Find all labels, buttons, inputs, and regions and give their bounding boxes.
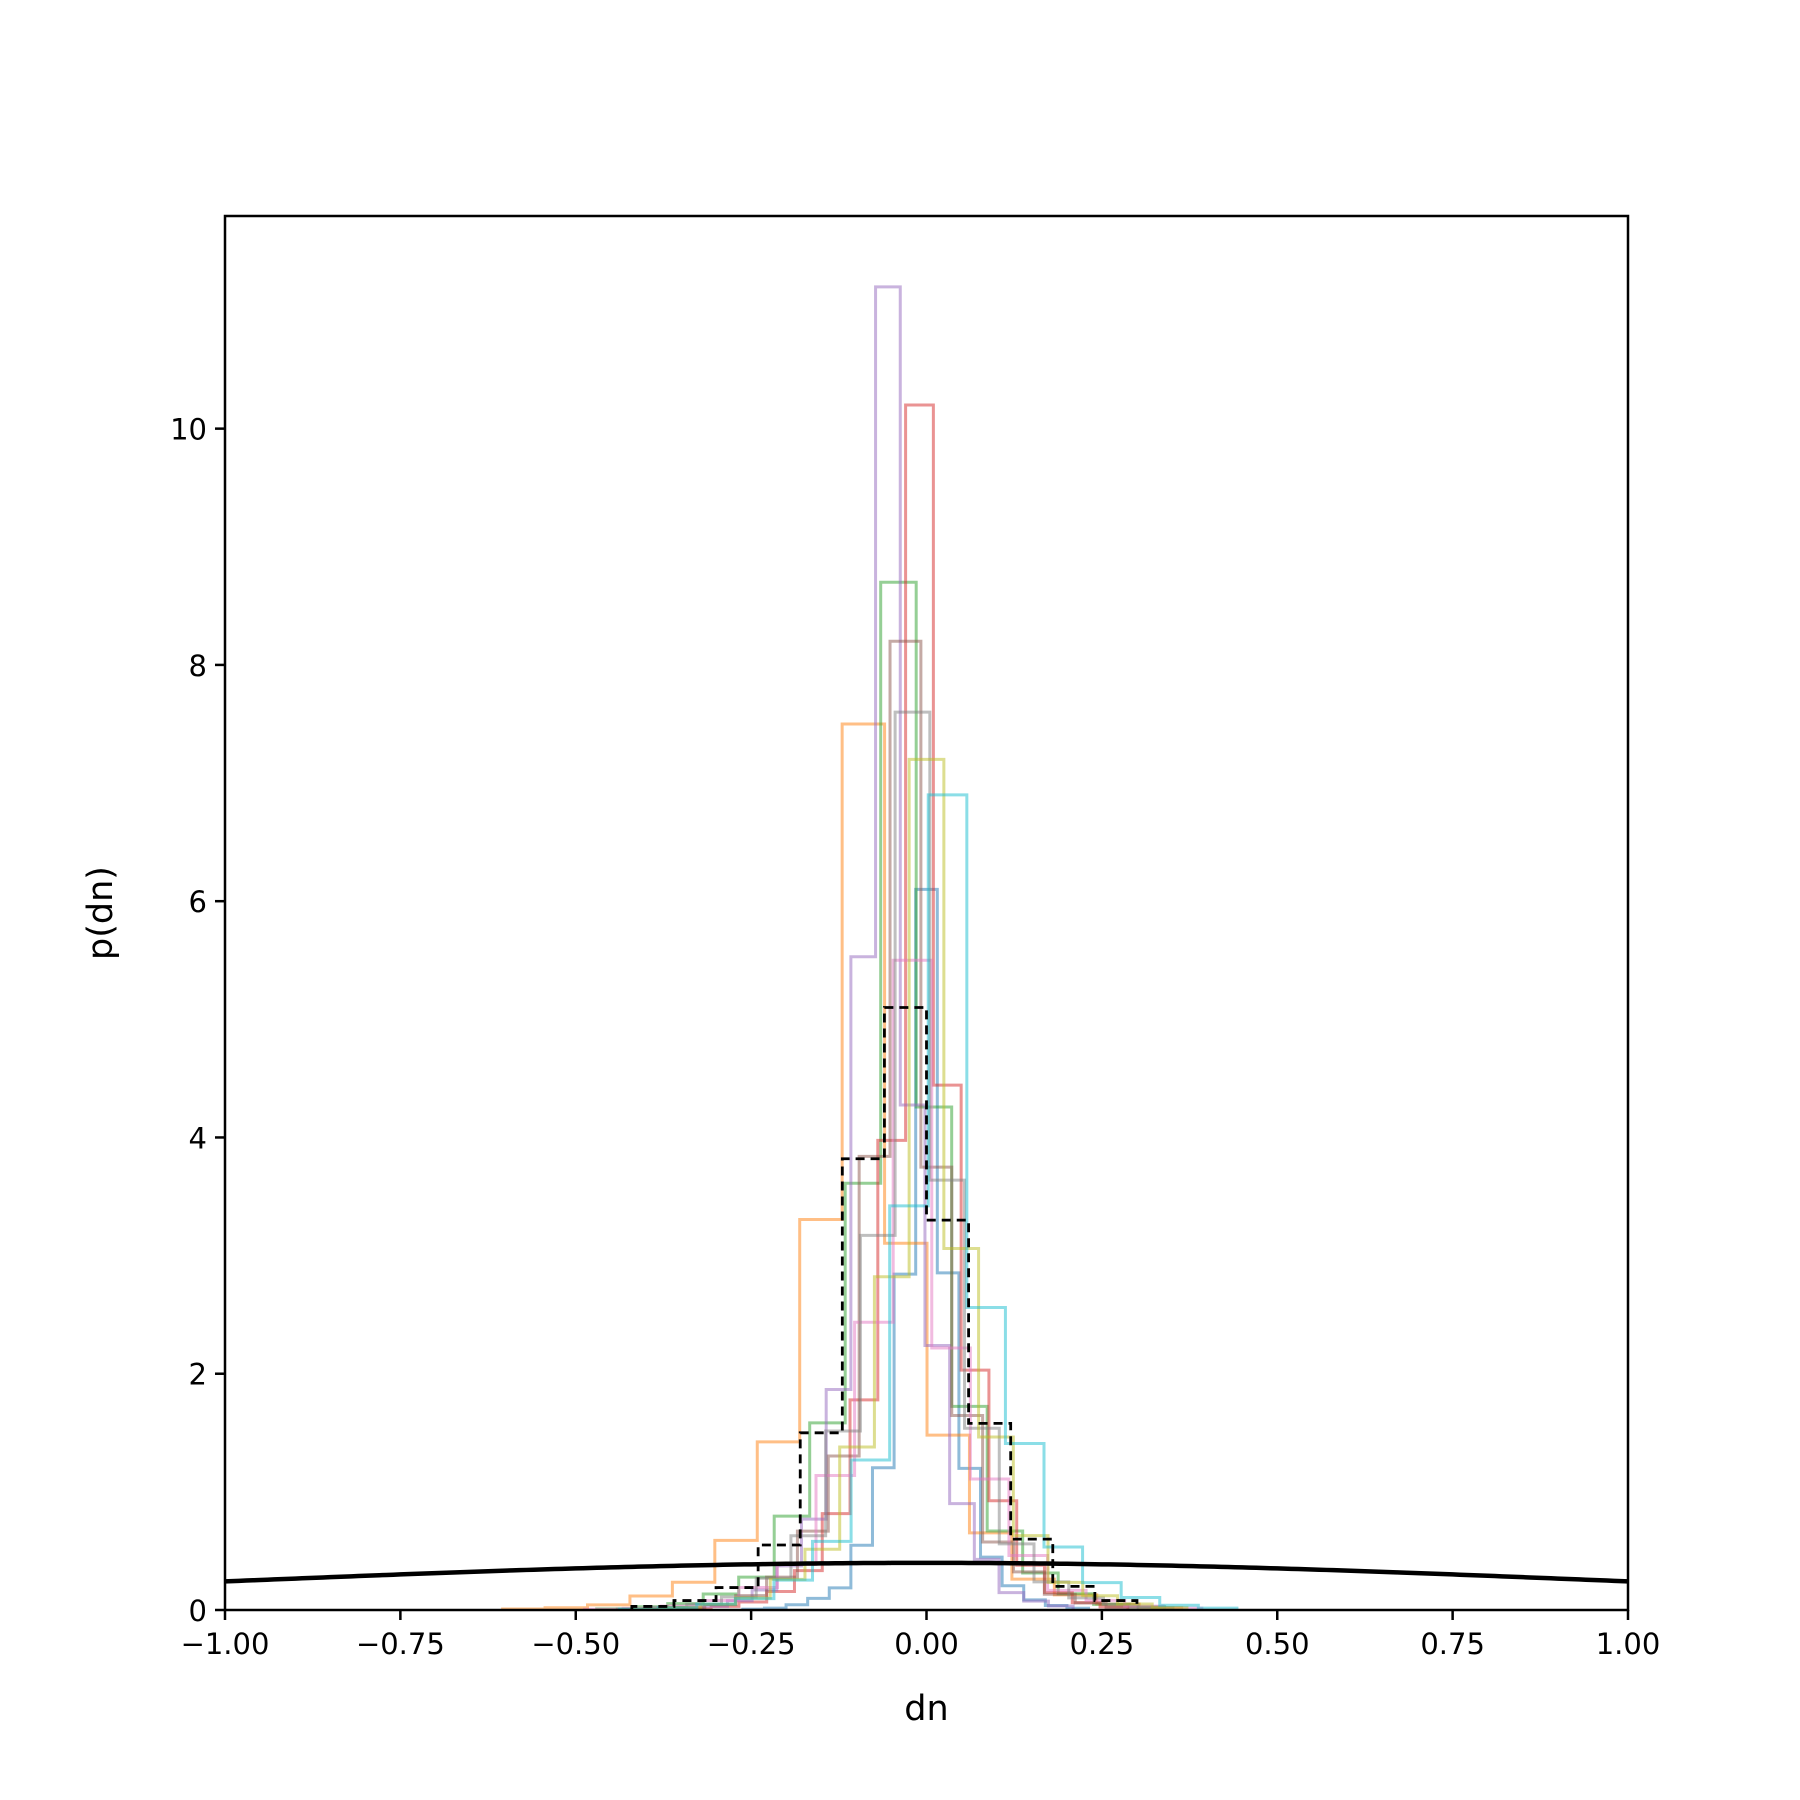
x-axis-ticks: −1.00 −0.75 −0.50 −0.25 0.00 0.25 0.50 0.75 1.00 [181, 1610, 1661, 1661]
normal-pdf-curve [225, 1560, 1628, 1584]
x-tick-label: −0.75 [356, 1627, 445, 1661]
y-tick-label: 4 [189, 1121, 207, 1155]
x-tick-label: −0.25 [707, 1627, 796, 1661]
plot-area [225, 285, 1628, 1610]
y-tick-label: 8 [189, 649, 207, 683]
x-tick-label: −1.00 [181, 1627, 270, 1661]
histogram-step-series-7 [583, 958, 1204, 1610]
x-tick-label: 0.25 [1070, 1627, 1135, 1661]
x-tick-label: 0.50 [1245, 1627, 1310, 1661]
y-axis-label: p(dn) [81, 866, 121, 960]
y-tick-label: 2 [189, 1358, 207, 1392]
x-tick-label: 0.00 [894, 1627, 959, 1661]
y-tick-label: 10 [170, 413, 207, 447]
x-tick-label: −0.50 [531, 1627, 620, 1661]
histogram-step-series-9 [629, 757, 1189, 1610]
y-tick-label: 0 [189, 1594, 207, 1628]
y-tick-label: 6 [189, 885, 207, 919]
histogram-step-series-6 [641, 639, 1139, 1610]
histogram-step-series-3 [595, 580, 1167, 1610]
histogram-step-series-10 [618, 793, 1239, 1610]
x-tick-label: 1.00 [1596, 1627, 1661, 1661]
histogram-step-series-8 [615, 710, 1175, 1610]
x-tick-label: 0.75 [1420, 1627, 1485, 1661]
mean-histogram-dashed [630, 1006, 1139, 1610]
y-axis-ticks: 0 2 4 6 8 10 [170, 413, 225, 1628]
x-axis-label: dn [904, 1689, 948, 1729]
